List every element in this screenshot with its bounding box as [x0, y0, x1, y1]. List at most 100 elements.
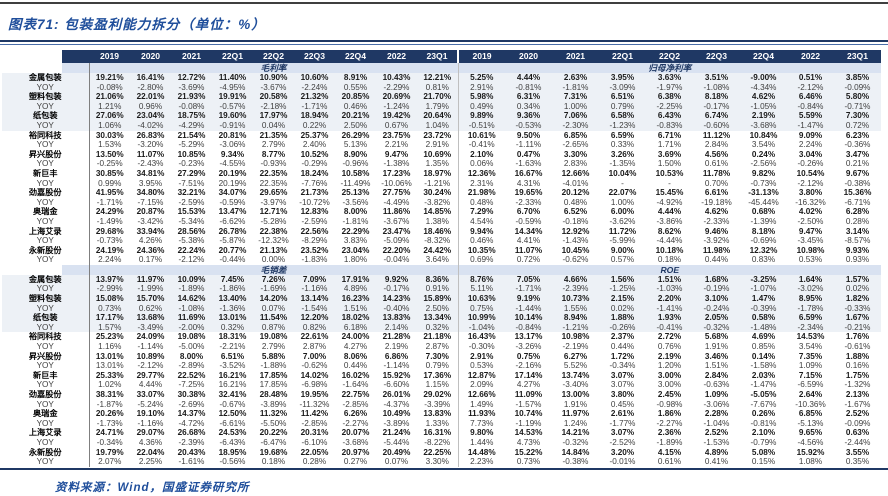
row-label: YOY [2, 216, 90, 227]
value-cell: 24.19% [95, 245, 124, 255]
value-cell: 30.85% [95, 168, 124, 178]
value-cell: 0.67% [376, 120, 417, 131]
row-label: 上海艾录 [2, 226, 90, 237]
value-cell: 8.90% [343, 149, 368, 159]
value-cell: -0.29% [301, 159, 328, 169]
value-cell: -0.18% [562, 216, 589, 226]
table-row: YOY 2.24% 0.17% -2.12% -0.44% 0.00% -1.83% 1.80… [2, 255, 881, 265]
value-cell: -1.47% [787, 120, 834, 131]
value-cell: 7.06% [552, 111, 599, 121]
row-label: 新巨丰 [2, 370, 90, 381]
value-cell: 16.67% [514, 168, 543, 178]
value-cell: -0.32% [562, 437, 589, 447]
value-cell: 22.20% [382, 245, 411, 255]
value-cell: 12.92% [561, 226, 590, 236]
value-cell: 1.57% [834, 274, 881, 285]
value-cell: 13.01% [95, 361, 124, 371]
value-cell: -0.63% [703, 380, 730, 390]
value-cell: 7.31% [552, 92, 599, 102]
value-cell: 2.19% [740, 111, 787, 121]
value-cell: 11.93% [457, 409, 505, 419]
value-cell: 32.21% [177, 188, 206, 198]
value-cell: 0.62% [130, 303, 171, 314]
value-cell: 3.10% [693, 294, 740, 304]
value-cell: 17.85% [259, 380, 288, 390]
value-cell: -0.83% [646, 120, 693, 131]
value-cell: 4.89% [335, 284, 376, 295]
value-cell: -4.56% [797, 437, 824, 447]
value-cell: 6.74% [693, 111, 740, 121]
value-cell: 3.51% [693, 73, 740, 83]
value-cell: -2.34% [787, 322, 834, 333]
value-cell: 0.85% [751, 342, 776, 352]
value-cell: 1.57% [89, 322, 130, 333]
row-label: 裕同科技 [2, 332, 90, 343]
value-cell: -4.92% [656, 197, 683, 207]
value-cell: 9.19% [505, 294, 552, 304]
value-cell: 18.46% [423, 226, 452, 236]
value-cell: -1.43% [562, 236, 589, 246]
value-cell: 29.77% [136, 370, 165, 380]
value-cell: -1.78% [787, 303, 834, 314]
value-cell: -0.33% [834, 303, 881, 314]
value-cell: 16.31% [423, 428, 452, 438]
value-cell: 13.01% [212, 313, 253, 323]
value-cell: -0.26% [599, 322, 646, 333]
value-cell: 34.81% [136, 168, 165, 178]
value-cell: 1.91% [563, 399, 588, 409]
value-cell: 15.92% [796, 447, 825, 457]
value-cell: 6.31% [505, 92, 552, 102]
value-cell: 2.52% [845, 409, 870, 419]
value-cell: 10.35% [457, 245, 505, 256]
value-cell: 2.36% [657, 428, 682, 438]
value-cell: 0.46% [457, 236, 505, 246]
value-cell: 12.36% [457, 168, 505, 179]
value-cell: -7.67% [750, 399, 777, 409]
value-cell: 15.08% [89, 294, 130, 304]
value-cell: 19.68% [259, 447, 288, 457]
value-cell: -0.51% [457, 120, 505, 131]
value-cell: 1.00% [552, 101, 599, 112]
value-cell: 2.14% [376, 322, 417, 333]
value-cell: -0.73% [750, 178, 777, 188]
table-row: YOY 1.53% -3.20% -5.29% -3.06% 2.79% 2.40% 5.13… [2, 140, 881, 150]
value-cell: 0.53% [798, 255, 823, 265]
value-cell: 19.79% [95, 447, 124, 457]
value-cell: 10.09% [171, 274, 212, 285]
value-cell: 4.44% [138, 380, 163, 390]
value-cell: 2.10% [457, 149, 505, 160]
value-cell: 1.88% [845, 351, 870, 361]
value-cell: -1.58% [750, 361, 777, 371]
value-cell: 0.72% [516, 255, 541, 265]
table-row: 昇兴股份 13.50% 11.07% 10.85% 9.34% 8.77% 10.52% 8.… [2, 149, 881, 160]
value-cell: 22.35% [259, 168, 288, 178]
col-header: 2019 [89, 50, 130, 63]
row-label: 新巨丰 [2, 168, 90, 179]
value-cell: 13.83% [376, 313, 417, 323]
value-cell: -0.79% [750, 437, 777, 447]
value-cell: 19.10% [136, 409, 165, 419]
table-row: YOY 1.06% -4.02% -4.29% -0.91% 0.04% 0.22% 2.50… [2, 120, 881, 131]
value-cell: 15.92% [382, 370, 411, 380]
value-cell: 10.49% [382, 409, 411, 419]
table-row: 裕同科技 30.03% 26.83% 21.54% 20.81% 21.35% 25.37%… [2, 130, 881, 141]
value-cell: 2.79% [261, 140, 286, 150]
row-label: 昇兴股份 [2, 351, 90, 362]
value-cell: 2.91% [457, 351, 505, 362]
value-cell: 2.24% [98, 255, 122, 265]
value-cell: 7.15% [798, 370, 823, 380]
value-cell: -6.98% [301, 380, 328, 390]
value-cell: -31.13% [748, 188, 779, 198]
value-cell: 2.50% [335, 120, 376, 131]
value-cell: 11.86% [382, 207, 411, 217]
table-body: 2019 2020 2021 22Q1 22Q2 22Q3 22Q4 2022 23Q1 2019… [2, 50, 881, 467]
value-cell: 1.51% [704, 361, 729, 371]
value-cell: 0.51% [787, 73, 834, 83]
value-cell: 1.49% [457, 399, 505, 410]
page-top-rule [0, 2, 888, 4]
value-cell: -1.47% [750, 380, 777, 390]
value-cell: -8.29% [301, 236, 328, 246]
value-cell: 12.66% [561, 168, 590, 178]
value-cell: -0.34% [96, 437, 123, 447]
value-cell: 1.21% [89, 101, 130, 112]
